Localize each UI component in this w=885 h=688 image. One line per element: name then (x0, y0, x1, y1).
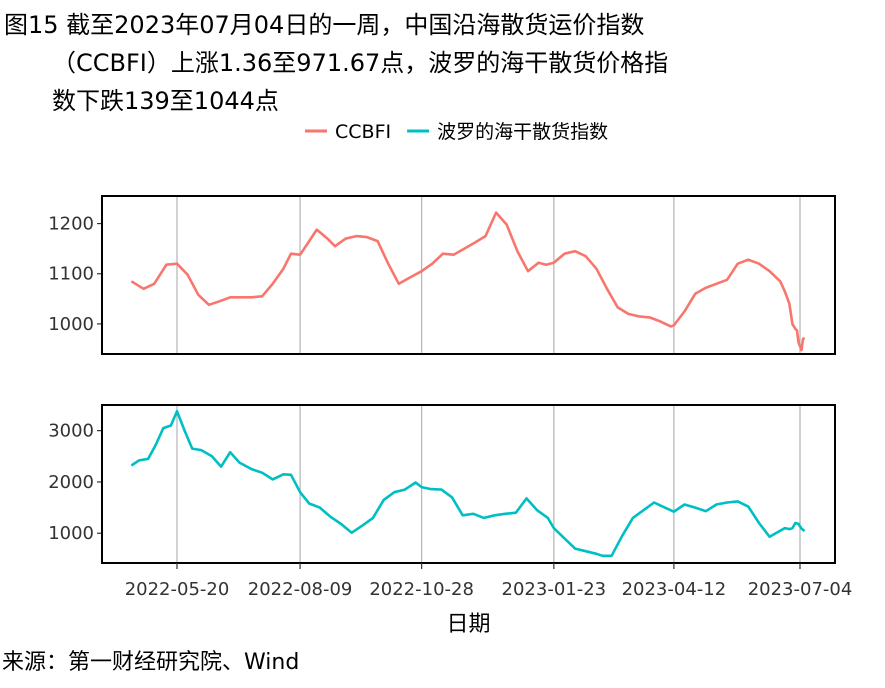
x-axis-title: 日期 (446, 612, 490, 637)
title-line-2: （CCBFI）上涨1.36至971.67点，波罗的海干散货价格指 (52, 49, 669, 77)
panel-2-series-line (130, 409, 806, 558)
panel-2-y-tick-label-2: 2000 (48, 472, 94, 493)
x-tick-label-3: 2022-10-28 (369, 579, 474, 600)
legend-label-1: CCBFI (335, 121, 391, 143)
panel-1-frame (101, 195, 836, 355)
x-tick-label-4: 2023-01-23 (502, 579, 607, 600)
x-tick-label-2: 2022-08-09 (248, 579, 353, 600)
x-tick-label-5: 2023-04-12 (622, 579, 727, 600)
legend-label-2: 波罗的海干散货指数 (437, 121, 608, 143)
panel-1-y-tick-label-3: 1200 (48, 214, 94, 235)
panel-2-frame (101, 404, 836, 564)
panel-2-y-tick-label-1: 1000 (48, 523, 94, 544)
title-line-3: 数下跌139至1044点 (52, 87, 279, 115)
panel-2-y-tick-label-3: 3000 (48, 421, 94, 442)
source-note: 来源：第一财经研究院、Wind (2, 650, 300, 675)
panel-1-y-tick-label-2: 1100 (48, 264, 94, 285)
title-line-1: 图15 截至2023年07月04日的一周，中国沿海散货运价指数 (4, 11, 645, 39)
panel-1-y-tick-label-1: 1000 (48, 314, 94, 335)
x-tick-label-6: 2023-07-04 (748, 579, 853, 600)
chart-title: 图15 截至2023年07月04日的一周，中国沿海散货运价指数 （CCBFI）上… (4, 6, 804, 120)
panel-1-series-line (130, 211, 806, 352)
x-tick-label-1: 2022-05-20 (125, 579, 230, 600)
